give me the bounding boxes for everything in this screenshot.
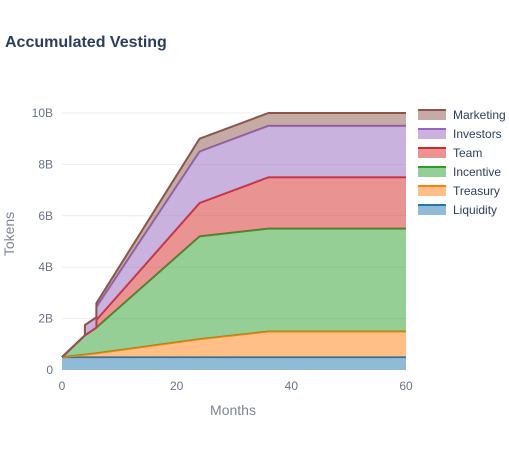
legend-item-investors[interactable]: Investors — [418, 127, 502, 141]
legend-item-treasury[interactable]: Treasury — [418, 184, 500, 198]
area-treasury — [62, 331, 406, 358]
area-investors — [62, 125, 406, 358]
y-tick-label: 2B — [38, 312, 53, 326]
y-tick-label: 4B — [38, 260, 53, 274]
x-tick-label: 20 — [170, 379, 184, 393]
legend-label: Treasury — [453, 184, 500, 198]
y-tick-label: 6B — [38, 209, 53, 223]
x-tick-label: 0 — [59, 379, 66, 393]
x-tick-label: 60 — [399, 379, 413, 393]
y-tick-label: 10B — [32, 106, 53, 120]
line-marketing — [61, 112, 406, 358]
legend-swatch — [418, 148, 446, 158]
chart-title: Accumulated Vesting — [5, 34, 167, 51]
legend-item-marketing[interactable]: Marketing — [418, 108, 506, 122]
legend-item-incentive[interactable]: Incentive — [418, 165, 501, 179]
y-tick-label: 0 — [46, 363, 53, 377]
y-axis-ticks: 0 2B 4B 6B 8B 10B — [32, 106, 54, 377]
y-axis-title: Tokens — [1, 212, 17, 256]
legend-label: Marketing — [453, 108, 506, 122]
area-liquidity — [62, 357, 406, 370]
y-tick-label: 8B — [38, 157, 53, 171]
area-team — [62, 177, 406, 358]
legend-label: Incentive — [453, 165, 501, 179]
legend-label: Investors — [453, 127, 502, 141]
legend-swatch — [418, 186, 446, 196]
area-incentive — [62, 228, 406, 358]
legend-swatch — [418, 129, 446, 139]
legend-label: Team — [453, 146, 482, 160]
legend-swatch — [418, 110, 446, 120]
stacked-areas — [61, 112, 406, 370]
legend-item-liquidity[interactable]: Liquidity — [418, 203, 497, 217]
legend-item-team[interactable]: Team — [418, 146, 482, 160]
x-tick-label: 40 — [285, 379, 299, 393]
x-axis-title: Months — [210, 402, 256, 418]
x-axis-ticks: 0 20 40 60 — [59, 379, 413, 393]
legend-swatch — [418, 205, 446, 215]
legend[interactable]: Marketing Investors Team Incentive Treasury L… — [418, 108, 506, 217]
legend-label: Liquidity — [453, 203, 497, 217]
legend-swatch — [418, 167, 446, 177]
